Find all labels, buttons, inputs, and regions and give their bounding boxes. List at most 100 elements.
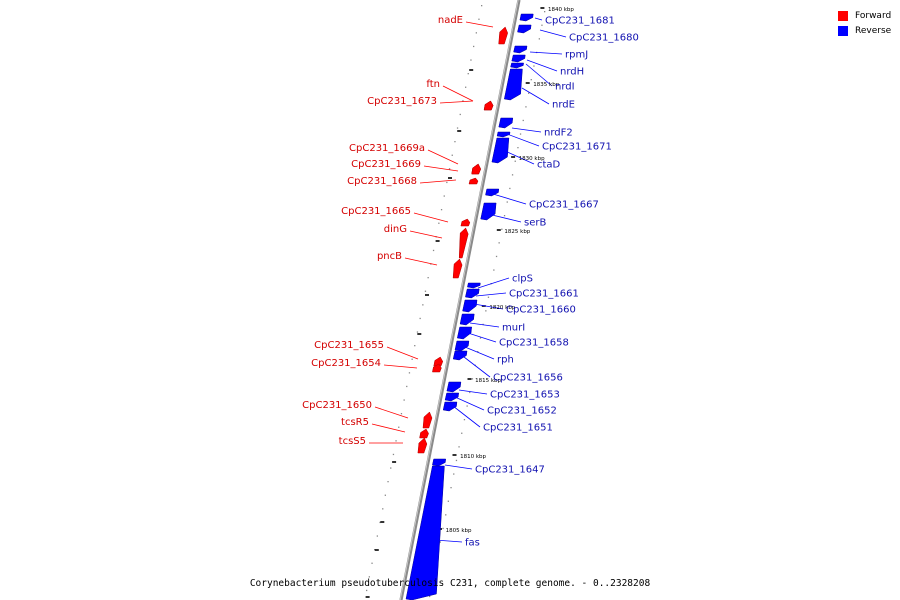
gene-nrdi-label: nrdI <box>555 82 575 93</box>
gene-cpc231-1669a-leader <box>427 149 459 165</box>
gene-tcsr5-leader <box>371 423 406 433</box>
gene-cpc231-1653-leader <box>458 389 488 395</box>
minor-tick <box>473 45 475 48</box>
gene-cpc231-1647-feature <box>432 458 446 467</box>
gene-nade-feature <box>498 26 508 45</box>
gene-nrde-feature <box>504 68 523 101</box>
gene-clps-feature <box>467 282 481 289</box>
minor-tick <box>479 337 482 339</box>
minor-tick <box>493 269 495 271</box>
minor-tick <box>450 487 452 489</box>
gene-fas-leader <box>434 539 463 543</box>
gene-cpc231-1658-feature <box>456 326 472 340</box>
gene-cpc231-1651-leader <box>452 405 481 428</box>
minor-tick <box>429 595 431 598</box>
gene-cpc231-1652-label: CpC231_1652 <box>487 406 557 417</box>
gene-cpc231-1665-label: CpC231_1665 <box>341 206 411 217</box>
minor-tick <box>414 345 416 347</box>
gene-clps-label: clpS <box>512 274 533 285</box>
gene-cpc231-1671-feature <box>496 131 511 138</box>
minor-tick <box>395 440 397 442</box>
minor-tick <box>467 73 469 75</box>
gene-nrdh-label: nrdH <box>560 67 584 78</box>
scale-tick-label: 1825 kbp <box>504 229 530 235</box>
gene-ding-feature <box>458 227 469 259</box>
minor-tick <box>376 535 378 537</box>
legend-reverse-label: Reverse <box>855 25 892 36</box>
minor-tick <box>519 133 522 135</box>
gene-pncb-feature <box>452 258 463 279</box>
minor-tick <box>371 562 373 564</box>
gene-cpc231-1651-feature <box>442 401 458 412</box>
gene-labels: 1840 kbp 1835 kbp 1830 kbp 1825 kbp 1820 kbp… <box>302 7 639 549</box>
minor-tick <box>400 413 403 415</box>
gene-cpc231-1671-leader <box>506 133 540 147</box>
minor-tick <box>403 399 405 401</box>
gene-features <box>369 13 567 600</box>
gene-cpc231-1667-leader <box>492 193 527 205</box>
minor-tick <box>398 426 400 428</box>
gene-cpc231-1669-feature <box>471 163 481 175</box>
gene-muri-label: murI <box>502 323 525 334</box>
gene-cpc231-1661-feature <box>465 288 480 299</box>
gene-cpc231-1673-label: CpC231_1673 <box>367 96 437 107</box>
gene-cpc231-1653-label: CpC231_1653 <box>490 390 560 401</box>
gene-tcsr5-feature <box>419 428 429 439</box>
minor-tick <box>379 521 381 524</box>
gene-cpc231-1671-label: CpC231_1671 <box>542 142 612 153</box>
map-caption: Corynebacterium pseudotuberculosis C231,… <box>249 578 651 589</box>
minor-tick <box>509 187 511 190</box>
gene-tcsr5-label: tcsR5 <box>341 417 369 428</box>
gene-cpc231-1650-leader <box>374 406 409 419</box>
gene-cpc231-1681-leader <box>534 17 543 21</box>
gene-cpc231-1660-label: CpC231_1660 <box>506 305 576 316</box>
minor-tick <box>459 113 461 116</box>
gene-nrdf2-leader <box>511 127 542 133</box>
gene-cpc231-1668-leader <box>419 179 457 184</box>
minor-tick <box>445 514 447 516</box>
gene-clps-leader <box>477 277 510 289</box>
scale-tick-label: 1840 kbp <box>548 7 574 13</box>
gene-fas-label: fas <box>465 538 480 549</box>
gene-cpc231-1654-label: CpC231_1654 <box>311 358 381 369</box>
minor-tick <box>495 255 498 258</box>
gene-cpc231-1656-label: CpC231_1656 <box>493 373 563 384</box>
scale-tick-label: 1815 kbp <box>475 378 501 384</box>
scale-tick-label: 1805 kbp <box>446 528 472 534</box>
minor-tick <box>522 119 524 122</box>
gene-cpc231-1673-feature <box>483 100 494 111</box>
gene-cpc231-1655-leader <box>386 346 419 360</box>
minor-tick <box>466 405 468 407</box>
gene-cpc231-1650-feature <box>422 411 433 429</box>
scale-tick-label: 1820 kbp <box>489 305 515 311</box>
minor-tick <box>456 127 459 129</box>
gene-cpc231-1655-label: CpC231_1655 <box>314 340 384 351</box>
minor-tick <box>447 500 449 502</box>
gene-cpc231-1680-label: CpC231_1680 <box>569 33 639 44</box>
legend-forward-label: Forward <box>855 10 892 21</box>
gene-rpmj-label: rpmJ <box>565 50 588 61</box>
minor-tick <box>368 576 370 578</box>
gene-cpc231-1661-label: CpC231_1661 <box>509 289 579 300</box>
gene-cpc231-1665-feature <box>460 218 471 227</box>
minor-tick <box>453 473 455 475</box>
gene-cpc231-1660-feature <box>462 299 478 313</box>
minor-tick <box>387 481 389 483</box>
gene-cpc231-1647-leader <box>444 464 473 470</box>
minor-tick <box>458 446 460 448</box>
minor-tick <box>446 181 448 184</box>
minor-tick <box>366 589 368 592</box>
gene-nrdf2-label: nrdF2 <box>544 128 573 139</box>
genome-backbone <box>399 0 521 600</box>
gene-cpc231-1681-label: CpC231_1681 <box>545 16 615 27</box>
minor-tick <box>475 32 477 34</box>
minor-tick <box>511 174 514 176</box>
minor-tick <box>451 154 453 156</box>
minor-tick <box>514 160 516 162</box>
minor-tick <box>438 222 440 224</box>
gene-ctad-leader <box>502 149 535 165</box>
minor-tick <box>384 494 386 496</box>
gene-cpc231-1669-leader <box>423 165 459 172</box>
legend-reverse: Reverse <box>838 23 900 38</box>
minor-tick <box>442 527 444 530</box>
